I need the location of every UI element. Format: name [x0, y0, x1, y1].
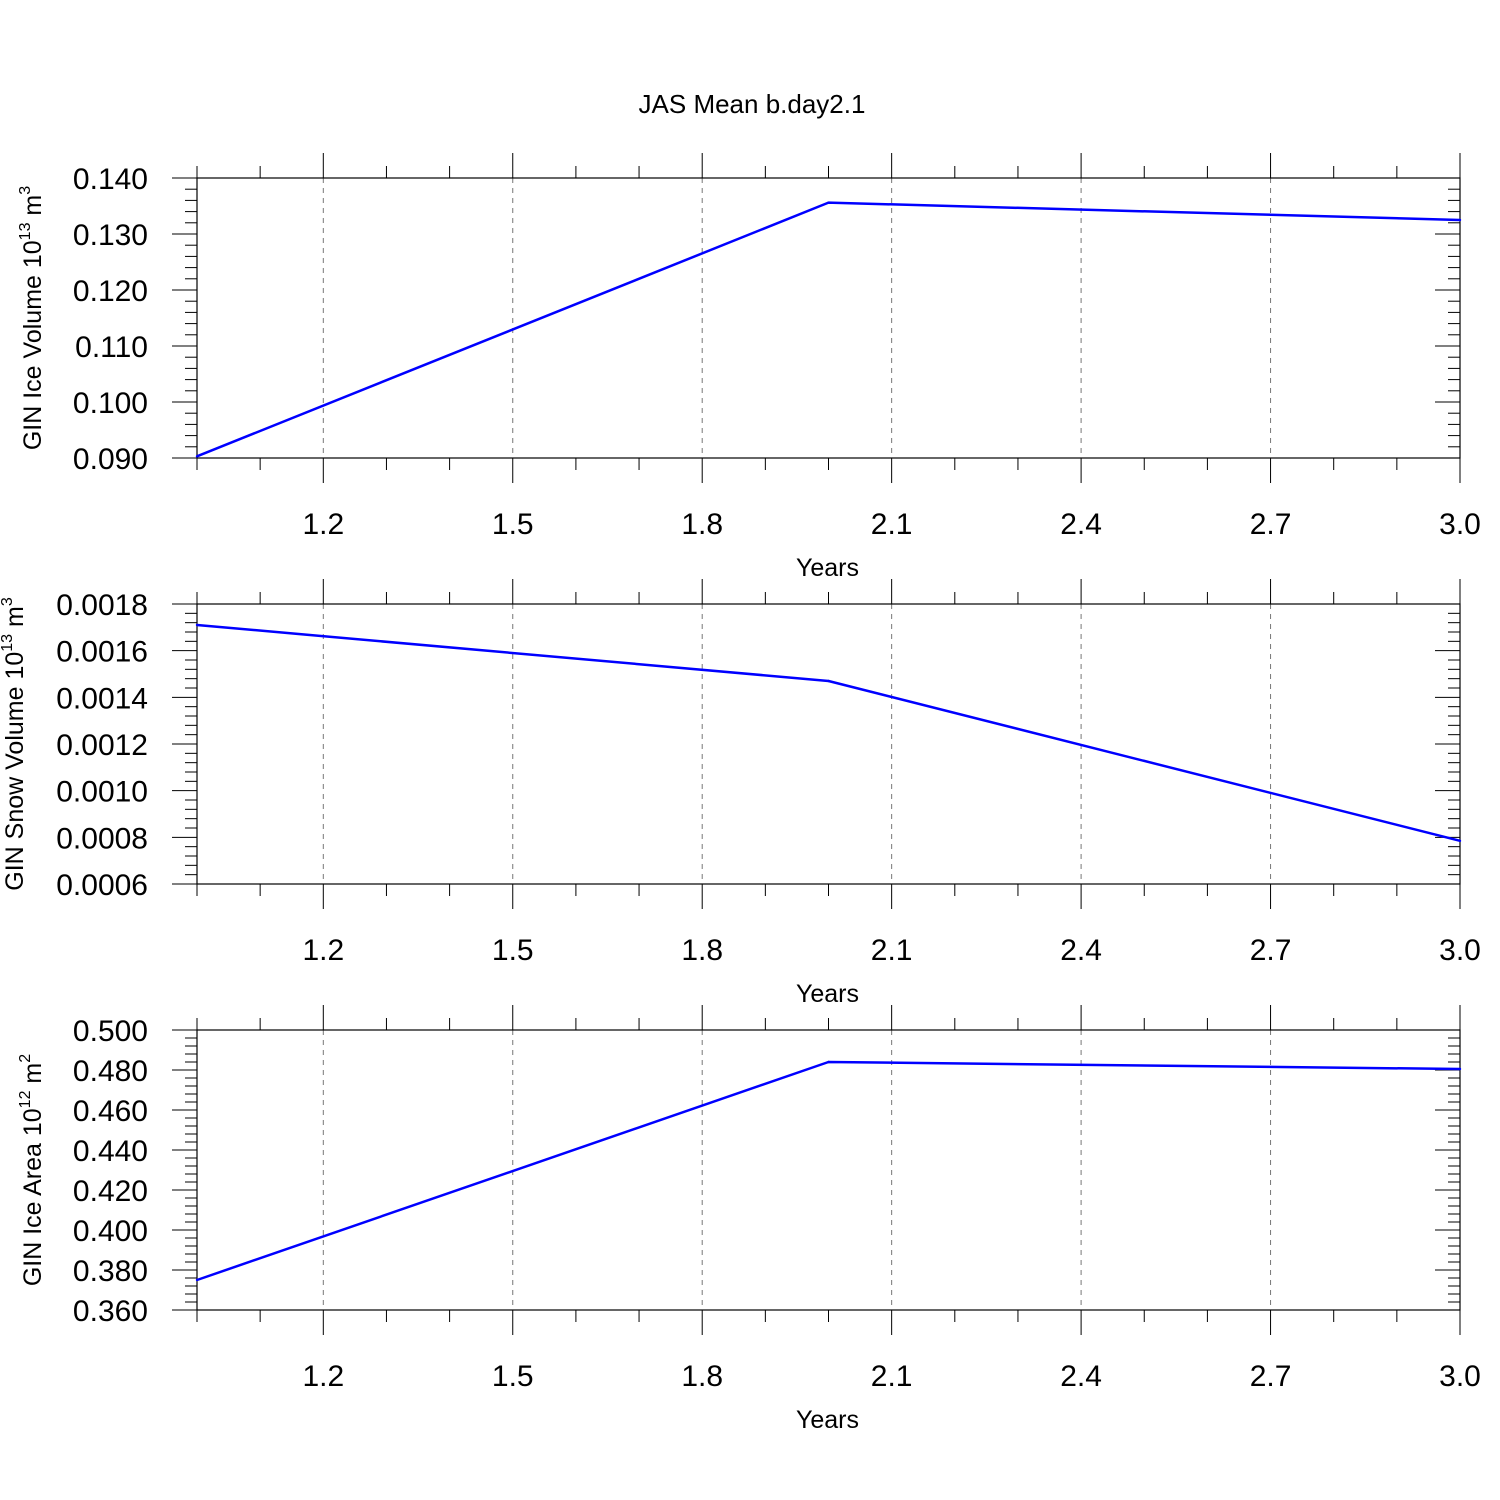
- y-tick-label: 0.420: [73, 1175, 148, 1208]
- y-tick-label: 0.140: [73, 163, 148, 196]
- data-point: [195, 1278, 199, 1282]
- y-tick-label: 0.400: [73, 1215, 148, 1248]
- x-axis-title: Years: [796, 980, 859, 1008]
- chart-panel-3: 0.360 0.380 0.400 0.420 0.440 0.460 0.480 0.500…: [17, 1005, 1481, 1434]
- y-axis-title-unit-exponent: 3: [17, 186, 34, 195]
- y-axis-title: GIN Ice Area 1012 m2: [17, 1054, 47, 1286]
- y-axis-title: GIN Ice Volume 1013 m3: [17, 186, 47, 450]
- x-tick-label: 1.2: [302, 1360, 344, 1393]
- y-axis-title: GIN Snow Volume 1013 m3: [0, 597, 29, 891]
- y-tick-label: 0.0016: [56, 636, 148, 669]
- data-point: [827, 201, 830, 204]
- y-axis-title-text: GIN Ice Area 10: [19, 1108, 47, 1286]
- x-tick-label: 3.0: [1439, 508, 1481, 541]
- x-tick-label: 2.1: [871, 1360, 913, 1393]
- x-tick-label: 2.1: [871, 508, 913, 541]
- x-tick-label: 2.7: [1250, 934, 1292, 967]
- y-tick-label: 0.460: [73, 1095, 148, 1128]
- y-tick-label: 0.130: [73, 219, 148, 252]
- y-axis-title-unit: m: [19, 195, 47, 223]
- y-tick-label: 0.0006: [56, 869, 148, 902]
- data-point: [195, 623, 199, 627]
- y-tick-label: 0.0014: [56, 682, 148, 715]
- data-point: [1458, 218, 1462, 222]
- y-axis-title-unit-exponent: 3: [0, 597, 16, 606]
- y-tick-label: 0.480: [73, 1055, 148, 1088]
- x-tick-label: 2.4: [1060, 1360, 1102, 1393]
- chart-panel-1: 0.090 0.100 0.110 0.120 0.130 0.140 1.2 1.5 1.8 2…: [17, 153, 1481, 582]
- y-tick-label: 0.380: [73, 1255, 148, 1288]
- y-axis-title-exponent: 12: [17, 1090, 34, 1108]
- data-point: [1458, 839, 1462, 843]
- data-point: [1458, 1067, 1462, 1071]
- x-tick-label: 1.2: [302, 508, 344, 541]
- x-tick-label: 2.1: [871, 934, 913, 967]
- y-tick-label: 0.120: [73, 275, 148, 308]
- x-tick-label: 3.0: [1439, 934, 1481, 967]
- y-tick-label: 0.110: [75, 331, 148, 364]
- x-tick-label: 1.5: [492, 934, 534, 967]
- x-tick-label: 2.7: [1250, 1360, 1292, 1393]
- x-axis-title: Years: [796, 554, 859, 582]
- x-tick-label: 1.5: [492, 1360, 534, 1393]
- y-tick-label: 0.0012: [56, 729, 148, 762]
- x-tick-label: 1.5: [492, 508, 534, 541]
- x-tick-label: 1.8: [681, 508, 723, 541]
- data-point: [827, 1060, 830, 1064]
- chart-panel-2: 0.0006 0.0008 0.0010 0.0012 0.0014 0.0016 0.00…: [0, 579, 1481, 1008]
- y-tick-label: 0.100: [73, 387, 148, 420]
- x-tick-label: 2.7: [1250, 508, 1292, 541]
- y-tick-label: 0.500: [73, 1015, 148, 1048]
- y-tick-label: 0.090: [73, 443, 148, 476]
- data-point: [195, 455, 199, 458]
- y-axis-title-unit: m: [1, 606, 29, 634]
- y-axis-title-exponent: 13: [17, 222, 34, 240]
- x-tick-label: 3.0: [1439, 1360, 1481, 1393]
- x-tick-label: 1.2: [302, 934, 344, 967]
- x-tick-label: 1.8: [681, 1360, 723, 1393]
- y-tick-label: 0.360: [73, 1295, 148, 1328]
- x-tick-label: 1.8: [681, 934, 723, 967]
- data-point: [827, 679, 830, 683]
- y-axis-title-unit: m: [19, 1063, 47, 1091]
- panels: 0.090 0.100 0.110 0.120 0.130 0.140 1.2 1.5 1.8 2…: [0, 153, 1481, 1434]
- y-axis-title-unit-exponent: 2: [17, 1054, 34, 1063]
- y-tick-label: 0.0010: [56, 776, 148, 809]
- x-tick-label: 2.4: [1060, 508, 1102, 541]
- y-axis-title-text: GIN Ice Volume 10: [19, 240, 47, 450]
- y-tick-label: 0.0008: [56, 822, 148, 855]
- y-axis-title-text: GIN Snow Volume 10: [1, 652, 29, 891]
- y-tick-label: 0.0018: [56, 589, 148, 622]
- x-tick-label: 2.4: [1060, 934, 1102, 967]
- y-tick-label: 0.440: [73, 1135, 148, 1168]
- y-axis-title-exponent: 13: [0, 634, 16, 652]
- chart-title: JAS Mean b.day2.1: [639, 89, 866, 119]
- x-axis-title: Years: [796, 1406, 859, 1434]
